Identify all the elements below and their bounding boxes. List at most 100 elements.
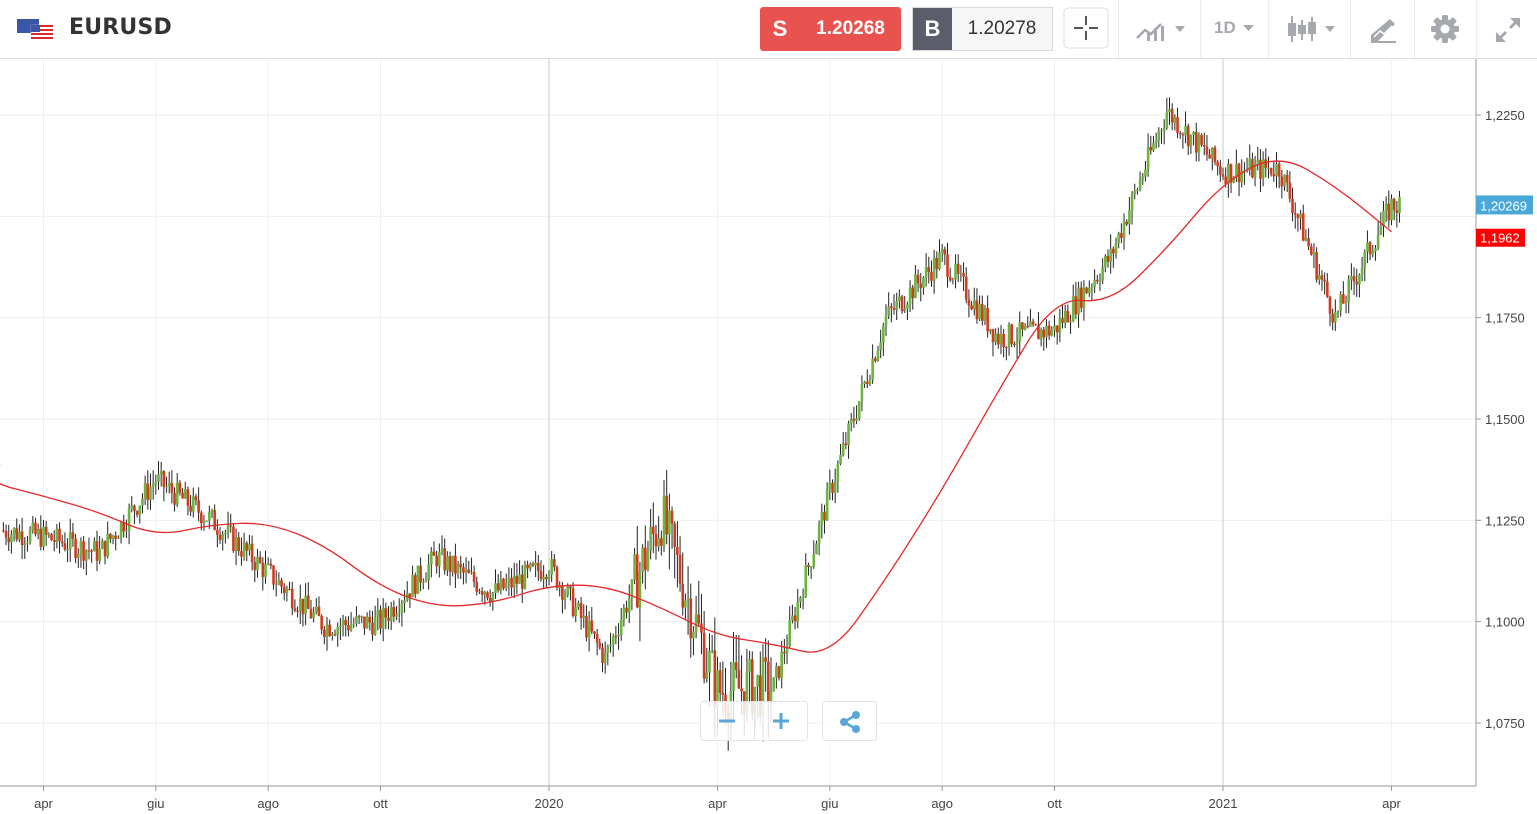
x-tick-label: ago	[257, 796, 279, 811]
candle-body	[1168, 108, 1171, 113]
candle	[274, 570, 278, 597]
y-tick-label: 1,1500	[1485, 412, 1525, 427]
candle	[125, 519, 128, 539]
candle-body	[87, 550, 91, 552]
candle-body	[903, 308, 907, 312]
chart-grid	[0, 59, 1476, 786]
candle	[1130, 191, 1134, 225]
candle	[1390, 194, 1393, 226]
candle-body	[478, 591, 481, 593]
candle-body	[1146, 147, 1150, 170]
settings-button[interactable]	[1414, 0, 1476, 58]
candle	[991, 328, 995, 357]
candle	[186, 486, 190, 516]
candle	[280, 577, 283, 594]
candle-body	[1002, 334, 1005, 348]
candle	[668, 493, 671, 570]
candle	[1291, 187, 1294, 222]
candle-body	[1272, 174, 1276, 177]
candle	[365, 612, 369, 629]
candle-body	[475, 581, 479, 592]
candle	[852, 406, 856, 428]
candle-body	[694, 614, 698, 632]
candle-body	[625, 607, 628, 613]
candle	[298, 584, 302, 624]
candle	[967, 289, 971, 318]
drawing-tools-button[interactable]	[1350, 0, 1414, 58]
candle-body	[1176, 117, 1179, 134]
candle-body	[1368, 242, 1372, 255]
candle	[1157, 127, 1161, 148]
plus-icon	[773, 713, 789, 729]
candle	[590, 606, 594, 635]
candle	[1194, 122, 1198, 162]
zoom-controls	[700, 701, 808, 741]
candle	[430, 547, 433, 578]
moving-average-series	[0, 160, 1393, 653]
candle	[515, 563, 519, 595]
fullscreen-button[interactable]	[1476, 0, 1537, 58]
zoom-in-button[interactable]	[755, 702, 808, 740]
candle	[927, 256, 931, 284]
candle-body	[1371, 251, 1375, 255]
candle	[855, 405, 858, 425]
candle-body	[962, 273, 965, 277]
candle-body	[111, 535, 115, 540]
candle-body	[1141, 176, 1145, 180]
candle-body	[978, 304, 981, 320]
candle-body	[512, 576, 516, 588]
candle	[1176, 107, 1179, 139]
candle	[1237, 162, 1241, 197]
candle	[95, 530, 99, 571]
candle-body	[376, 609, 380, 617]
candle	[133, 504, 136, 525]
candle	[812, 540, 816, 570]
candle-body	[654, 533, 658, 547]
price-chart[interactable]: 1,0750 1,1000 1,1250 1,1500 1,1750 1,2250 apr g…	[0, 59, 1537, 814]
candle	[903, 295, 907, 314]
candle	[831, 479, 834, 501]
candle	[258, 551, 262, 564]
candle-body	[1034, 324, 1038, 326]
candle	[539, 560, 543, 582]
candle	[710, 634, 714, 654]
candle-body	[1269, 167, 1273, 175]
candle-body	[954, 263, 957, 280]
candle	[392, 600, 396, 623]
candle	[39, 515, 43, 551]
candle-body	[438, 551, 441, 567]
candle	[1026, 316, 1030, 329]
candle	[772, 677, 775, 692]
candle-body	[109, 533, 112, 540]
candle	[1136, 187, 1139, 195]
candle-body	[381, 608, 385, 629]
candle-body	[226, 525, 230, 534]
candle	[360, 615, 364, 624]
candle	[443, 538, 446, 575]
candle-body	[1061, 318, 1064, 323]
candle-body	[598, 642, 602, 648]
candle-body	[914, 274, 917, 299]
candle-body	[1301, 213, 1305, 241]
chevron-down-icon	[1175, 26, 1185, 32]
sell-price: 1.20268	[816, 18, 885, 39]
candle	[181, 488, 184, 499]
timeframe-dropdown[interactable]	[1200, 0, 1268, 58]
candle	[1315, 247, 1318, 283]
candle	[1071, 284, 1075, 323]
share-button[interactable]	[822, 701, 877, 741]
chart-type-button[interactable]	[1268, 0, 1350, 58]
candle	[507, 567, 511, 596]
candle-body	[1085, 287, 1088, 294]
candle	[1267, 156, 1270, 179]
candle-body	[652, 526, 655, 534]
candle	[793, 606, 797, 630]
candle	[325, 616, 329, 651]
candle	[210, 508, 214, 519]
candle-body	[847, 423, 850, 446]
buy-button[interactable]: B 1.20278	[912, 7, 1053, 51]
crosshair-button[interactable]	[1057, 0, 1117, 58]
zoom-out-button[interactable]	[701, 702, 755, 740]
compare-button[interactable]	[1118, 0, 1200, 58]
sell-button[interactable]: S 1.20268	[760, 7, 901, 51]
